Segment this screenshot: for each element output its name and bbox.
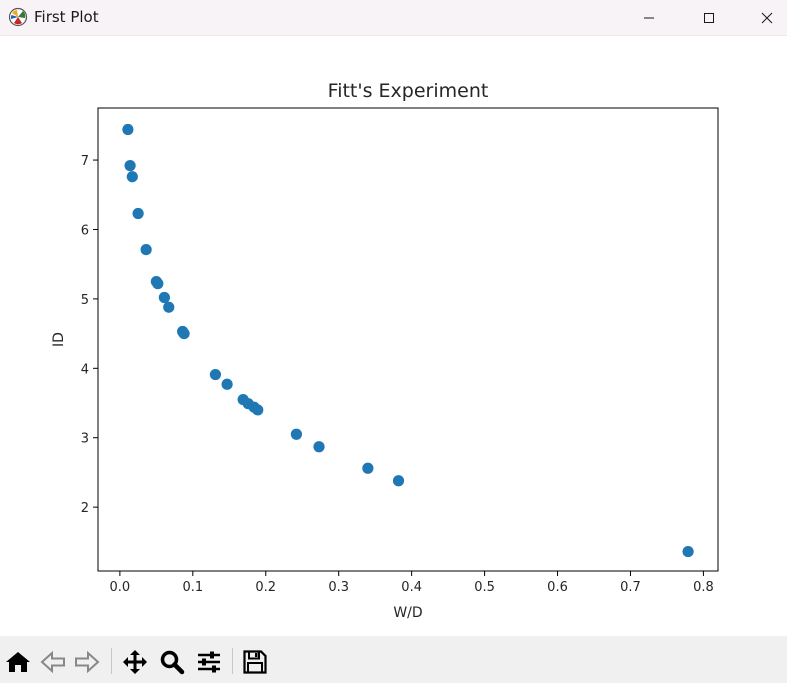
back-arrow-icon (40, 650, 65, 674)
x-tick-label: 0.0 (110, 580, 131, 595)
scatter-point (209, 368, 222, 381)
scatter-point (158, 291, 170, 304)
scatter-point (221, 378, 233, 390)
scatter-point (290, 428, 302, 440)
scatter-point (313, 441, 325, 453)
chart-title: Fitt's Experiment (328, 80, 489, 102)
scatter-chart: 0.0 0.1 0.2 0.3 0.4 0.5 0.6 0.7 0.8 2 3 4 5 6 7 Fitt's … (51, 80, 719, 621)
zoom-icon (160, 650, 185, 675)
home-icon (6, 652, 30, 672)
window-title: First Plot (34, 8, 99, 26)
back-button[interactable] (38, 648, 68, 676)
zoom-button[interactable] (157, 648, 187, 676)
x-tick-label: 0.6 (547, 580, 568, 595)
close-button[interactable] (744, 0, 787, 36)
window-titlebar: First Plot (0, 0, 787, 36)
x-tick-label: 0.2 (255, 580, 276, 595)
y-axis-label: ID (51, 332, 67, 347)
x-axis-label: W/D (393, 605, 422, 621)
pan-button[interactable] (120, 648, 150, 676)
forward-arrow-icon (75, 650, 100, 674)
scatter-point (132, 207, 144, 220)
navigation-toolbar (0, 636, 787, 683)
scatter-point (152, 278, 164, 290)
y-tick-label: 7 (81, 154, 89, 169)
x-tick-label: 0.8 (693, 580, 714, 595)
x-tick-label: 0.1 (182, 580, 203, 595)
configure-subplots-icon (198, 651, 220, 673)
x-tick-label: 0.4 (401, 580, 422, 595)
scatter-point (392, 475, 405, 487)
maximize-icon (704, 13, 714, 23)
scatter-point (178, 327, 190, 340)
y-tick-label: 4 (81, 362, 89, 377)
figure-canvas[interactable]: 0.0 0.1 0.2 0.3 0.4 0.5 0.6 0.7 0.8 2 3 4 5 6 7 Fitt's … (0, 37, 787, 636)
scatter-point (682, 545, 694, 558)
x-tick-label: 0.5 (474, 580, 495, 595)
forward-button[interactable] (72, 648, 102, 676)
y-tick-label: 3 (81, 432, 89, 447)
scatter-point (252, 404, 264, 416)
scatter-point (140, 244, 152, 256)
y-tick-label: 5 (81, 293, 89, 308)
scatter-point (126, 171, 138, 183)
configure-subplots-button[interactable] (194, 648, 224, 676)
minimize-button[interactable] (626, 0, 672, 36)
pan-icon (123, 650, 147, 674)
matplotlib-icon (8, 7, 28, 27)
close-icon (761, 12, 773, 24)
x-tick-label: 0.3 (328, 580, 349, 595)
scatter-point (362, 462, 374, 474)
y-tick-label: 2 (81, 501, 89, 516)
home-button[interactable] (3, 648, 33, 676)
axes-frame (97, 107, 719, 572)
scatter-point (124, 160, 136, 172)
x-tick-label: 0.7 (620, 580, 641, 595)
toolbar-separator (111, 648, 112, 674)
scatter-point (163, 301, 175, 313)
save-button[interactable] (240, 648, 270, 676)
scatter-point (122, 123, 134, 136)
y-tick-label: 6 (81, 223, 89, 238)
save-icon (243, 650, 267, 674)
minimize-icon (644, 17, 654, 19)
maximize-button[interactable] (686, 0, 732, 36)
toolbar-separator (232, 648, 233, 674)
